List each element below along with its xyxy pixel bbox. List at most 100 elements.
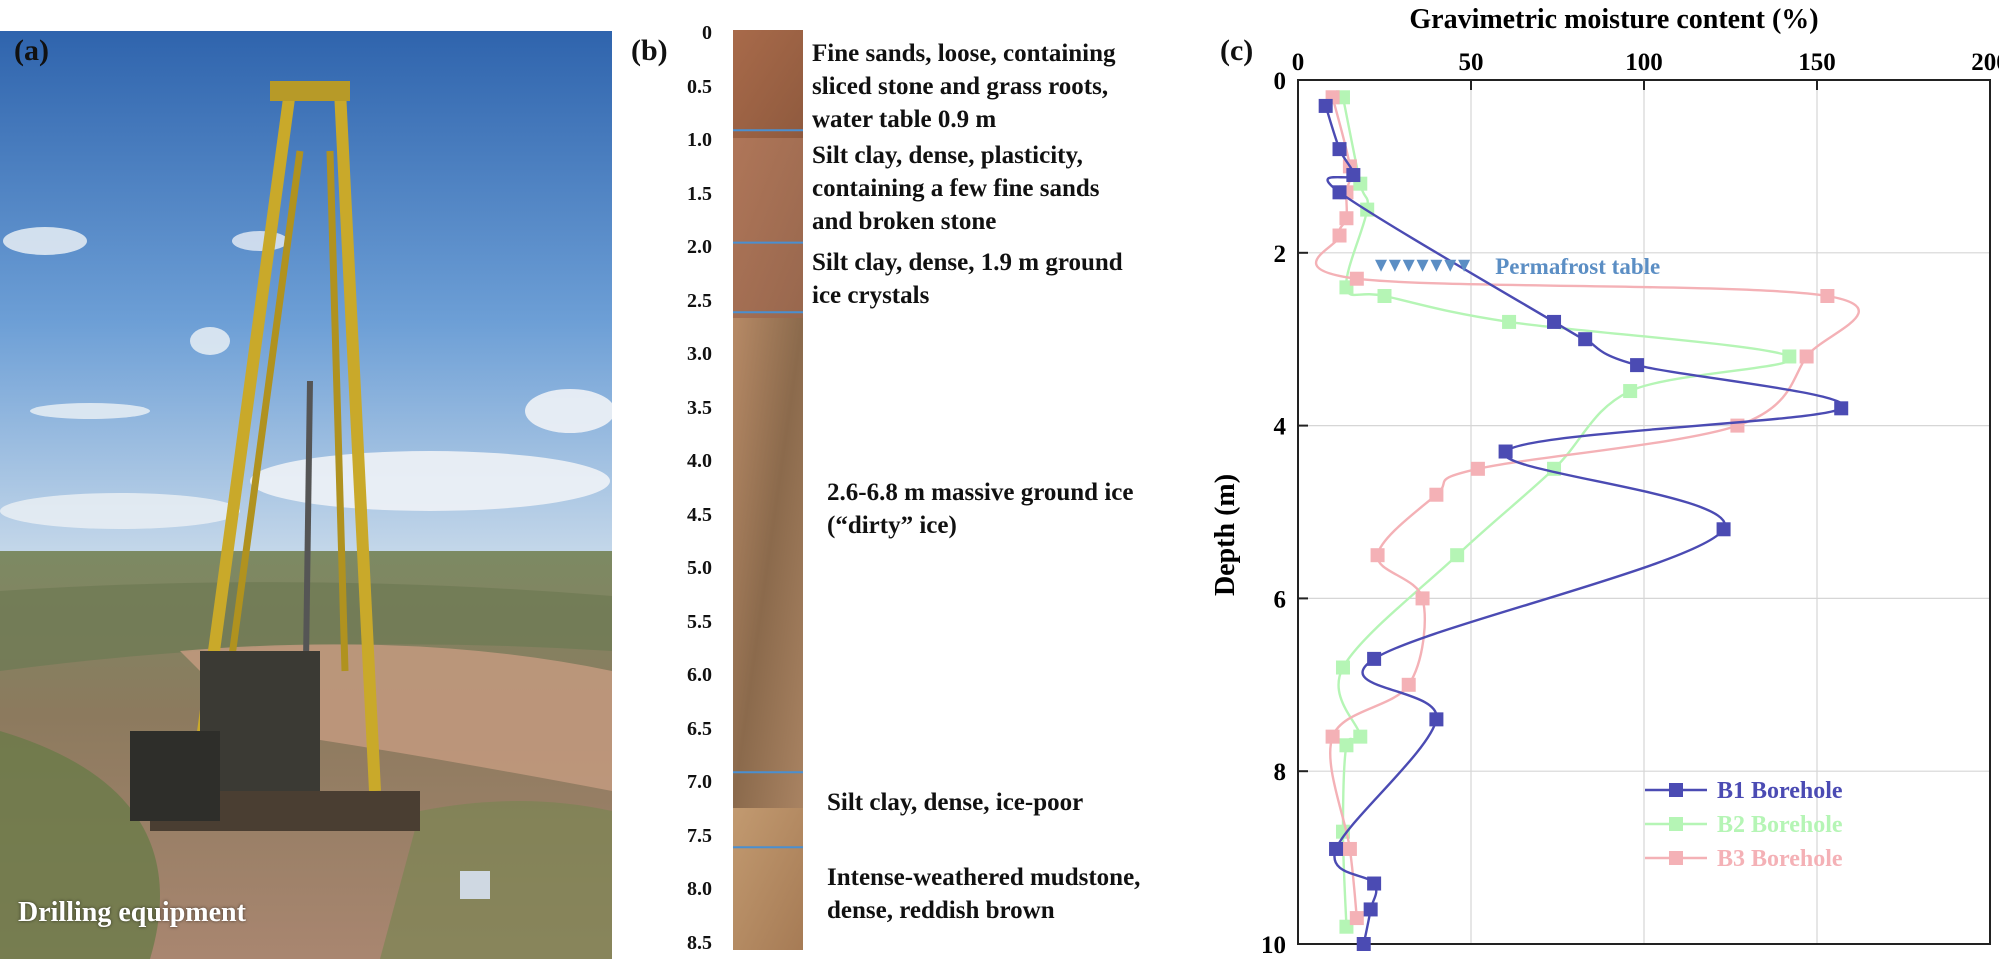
drilling-photo: Drilling equipment bbox=[0, 31, 612, 959]
core-layer-4 bbox=[733, 808, 803, 950]
series-point-1 bbox=[1367, 651, 1382, 666]
series-point-3 bbox=[1349, 911, 1364, 926]
series-point-1 bbox=[1332, 185, 1347, 200]
axis-ticks: 0 50 100 150 200 0 2 4 6 8 10 bbox=[1261, 49, 1999, 959]
y-tick-label: 4 bbox=[1274, 414, 1287, 441]
core-layer-2 bbox=[733, 138, 803, 318]
series-point-3 bbox=[1730, 418, 1745, 433]
permafrost-triangle bbox=[1388, 259, 1401, 272]
series-point-3 bbox=[1339, 211, 1354, 226]
legend-label: B2 Borehole bbox=[1717, 812, 1843, 838]
series-point-3 bbox=[1429, 487, 1444, 502]
x-tick-label: 200 bbox=[1971, 49, 1999, 76]
series-point-1 bbox=[1547, 314, 1562, 329]
permafrost-label: Permafrost table bbox=[1495, 254, 1660, 279]
core-depth-tick: 2.0 bbox=[687, 236, 712, 258]
series-point-2 bbox=[1502, 314, 1517, 329]
permafrost-triangle bbox=[1458, 259, 1471, 272]
core-depth-tick: 4.5 bbox=[687, 503, 712, 526]
series-point-2 bbox=[1623, 384, 1638, 399]
core-depth-tick: 8.5 bbox=[687, 931, 712, 954]
layer-description: Silt clay, dense, ice-poor bbox=[827, 789, 1084, 817]
permafrost-triangles bbox=[1375, 259, 1471, 272]
series-point-3 bbox=[1401, 677, 1416, 692]
y-axis-title: Depth (m) bbox=[1210, 474, 1241, 596]
x-tick-label: 100 bbox=[1625, 49, 1663, 76]
series-layer bbox=[1314, 90, 1860, 951]
core-depth-tick: 4.0 bbox=[687, 450, 712, 472]
x-tick-label: 50 bbox=[1459, 49, 1484, 76]
layer-description: Intense-weathered mudstone, dense, reddi… bbox=[827, 864, 1141, 925]
permafrost-triangle bbox=[1416, 259, 1429, 272]
series-point-1 bbox=[1318, 98, 1333, 113]
series-point-2 bbox=[1377, 289, 1392, 303]
y-tick-label: 8 bbox=[1274, 759, 1287, 786]
y-tick-label: 0 bbox=[1274, 68, 1287, 95]
core-depth-tick: 6.5 bbox=[687, 717, 712, 740]
layer-description: Silt clay, dense, plasticity, containing… bbox=[812, 142, 1100, 235]
core-depth-tick: 5.5 bbox=[687, 610, 712, 633]
core-depth-tick: 3.5 bbox=[687, 396, 712, 419]
legend-label: B3 Borehole bbox=[1717, 846, 1843, 872]
permafrost-triangle bbox=[1402, 259, 1415, 272]
core-depth-tick: 3.0 bbox=[687, 343, 712, 365]
photo-caption: Drilling equipment bbox=[18, 897, 246, 928]
layer-description: Silt clay, dense, 1.9 m ground ice cryst… bbox=[812, 249, 1123, 309]
y-tick-label: 10 bbox=[1261, 932, 1286, 959]
core-log-column bbox=[733, 30, 803, 950]
series-point-1 bbox=[1630, 358, 1645, 373]
series-point-3 bbox=[1342, 841, 1357, 856]
chart-legend: B1 Borehole B2 Borehole B3 Borehole bbox=[1645, 778, 1843, 872]
core-layer-1 bbox=[733, 30, 803, 138]
layer-description: Fine sands, loose, containing sliced sto… bbox=[812, 40, 1116, 134]
permafrost-marker: Permafrost table bbox=[1375, 254, 1660, 279]
legend-label: B1 Borehole bbox=[1717, 778, 1843, 804]
core-depth-tick: 0.5 bbox=[687, 75, 712, 98]
permafrost-triangle bbox=[1430, 259, 1443, 272]
series-point-2 bbox=[1339, 738, 1354, 753]
series-point-2 bbox=[1782, 349, 1797, 364]
core-depth-tick: 1.5 bbox=[687, 182, 712, 205]
y-tick-label: 2 bbox=[1274, 241, 1287, 268]
legend-marker bbox=[1669, 851, 1683, 865]
series-point-2 bbox=[1353, 729, 1368, 744]
core-depth-tick: 7.0 bbox=[687, 771, 712, 793]
x-tick-label: 150 bbox=[1798, 49, 1836, 76]
series-point-3 bbox=[1332, 228, 1347, 243]
series-point-3 bbox=[1799, 349, 1814, 364]
core-depth-tick: 6.0 bbox=[687, 664, 712, 686]
series-point-3 bbox=[1349, 271, 1364, 286]
series-point-1 bbox=[1329, 841, 1344, 856]
series-point-1 bbox=[1578, 332, 1593, 347]
core-depth-tick: 1.0 bbox=[687, 129, 712, 151]
series-point-3 bbox=[1820, 289, 1835, 303]
core-depth-tick: 0 bbox=[702, 22, 712, 44]
drilling-photo-illustration bbox=[0, 31, 612, 959]
series-point-1 bbox=[1429, 712, 1444, 727]
series-point-1 bbox=[1834, 401, 1849, 416]
series-point-1 bbox=[1332, 142, 1347, 157]
legend-marker bbox=[1669, 783, 1683, 797]
x-tick-label: 0 bbox=[1292, 49, 1305, 76]
panel-a-label: (a) bbox=[14, 34, 49, 67]
series-point-1 bbox=[1346, 168, 1361, 183]
series-point-1 bbox=[1356, 937, 1371, 951]
series-point-2 bbox=[1450, 548, 1465, 563]
chart-grid bbox=[1297, 79, 1991, 945]
core-depth-tick: 5.0 bbox=[687, 557, 712, 579]
core-depth-tick: 8.0 bbox=[687, 878, 712, 900]
permafrost-triangle bbox=[1375, 259, 1388, 272]
legend-marker bbox=[1669, 817, 1683, 831]
panel-c-label: (c) bbox=[1220, 34, 1254, 67]
series-point-1 bbox=[1498, 444, 1513, 459]
y-tick-label: 6 bbox=[1274, 586, 1287, 613]
x-axis-title: Gravimetric moisture content (%) bbox=[1409, 4, 1818, 35]
core-depth-tick: 7.5 bbox=[687, 824, 712, 847]
series-point-1 bbox=[1363, 902, 1378, 917]
panel-b-label: (b) bbox=[631, 34, 668, 67]
core-depth-tick: 2.5 bbox=[687, 289, 712, 312]
permafrost-triangle bbox=[1444, 259, 1457, 272]
series-point-2 bbox=[1335, 660, 1350, 675]
series-point-3 bbox=[1415, 591, 1430, 606]
series-point-3 bbox=[1370, 548, 1385, 563]
